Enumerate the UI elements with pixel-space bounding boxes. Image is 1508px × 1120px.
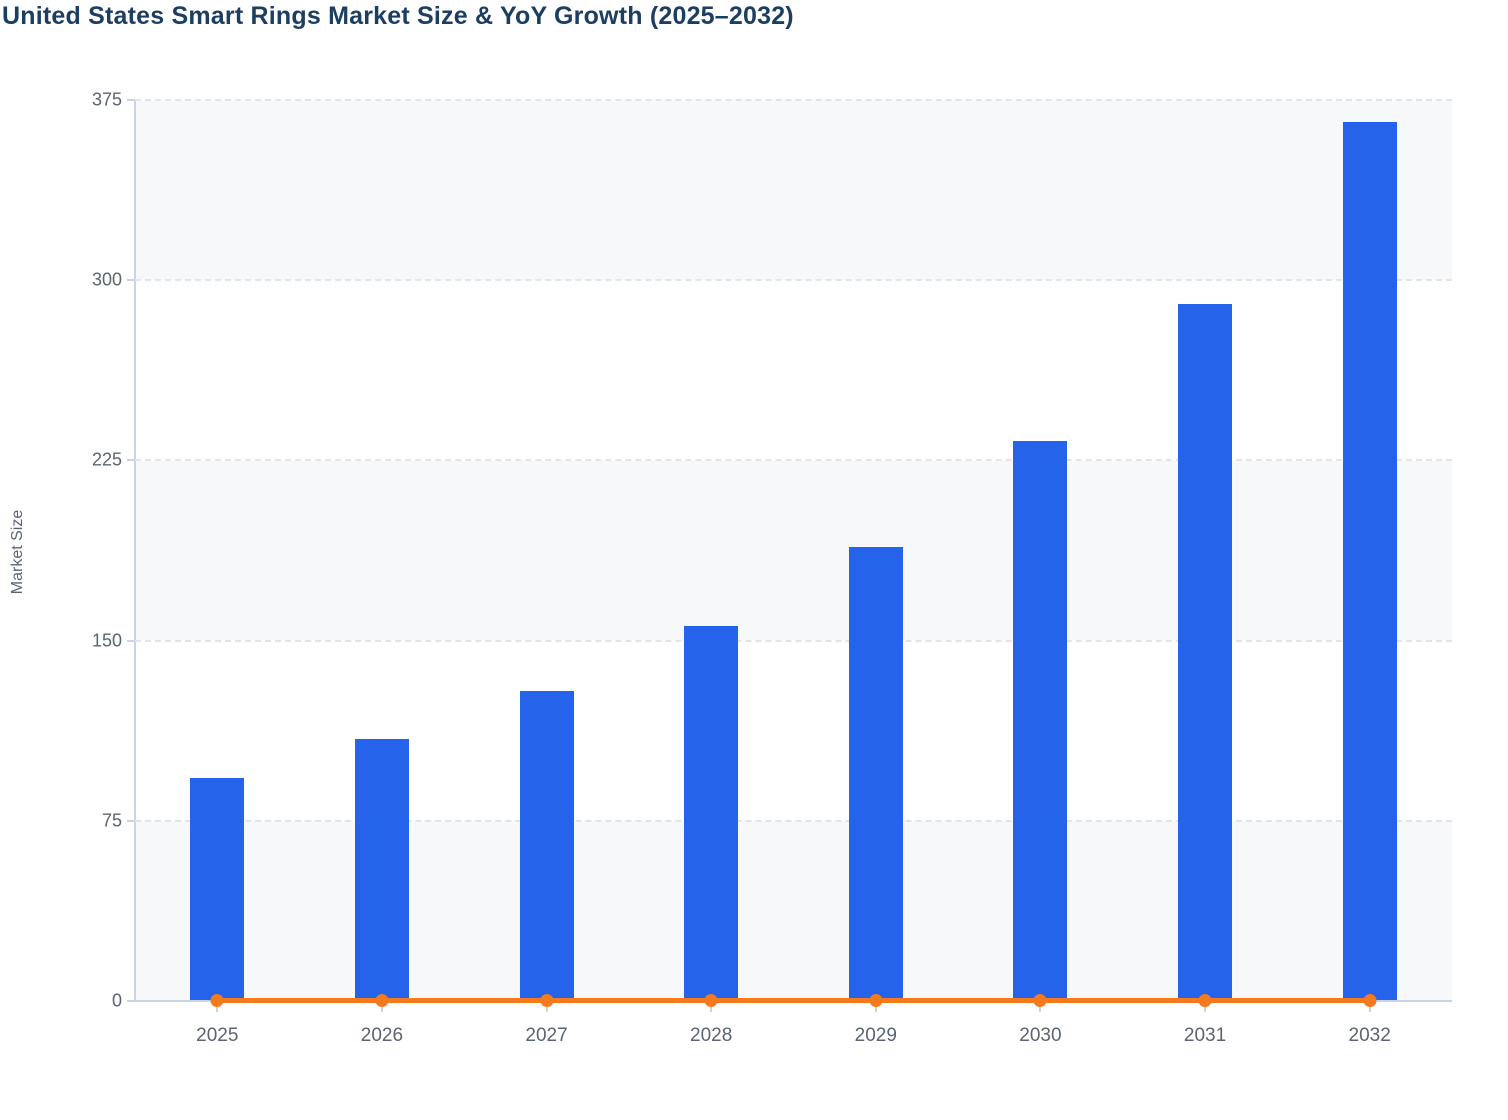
bar-2029: [848, 546, 903, 1001]
x-tick-label-2028: 2028: [690, 1025, 733, 1046]
y-tick-label-225: 225: [91, 449, 122, 470]
x-tick-label-2032: 2032: [1348, 1025, 1391, 1046]
y-tick-label-300: 300: [91, 269, 122, 290]
y-tick-mark-225: [127, 459, 135, 462]
yoy-growth-point-2031: [1198, 994, 1212, 1007]
gridline-150: [135, 639, 1452, 642]
x-tick-label-2031: 2031: [1183, 1025, 1227, 1046]
bar-2031: [1178, 304, 1233, 1001]
x-tick-label-2025: 2025: [196, 1025, 239, 1046]
chart-title: United States Smart Rings Market Size & …: [2, 2, 794, 30]
y-tick-label-375: 375: [91, 89, 122, 110]
y-tick-mark-75: [127, 819, 135, 822]
yoy-growth-point-2027: [540, 994, 554, 1007]
y-axis-title: Market Size: [9, 509, 26, 595]
x-tick-label-2030: 2030: [1019, 1025, 1062, 1046]
y-tick-mark-375: [127, 99, 135, 101]
bar-2025: [190, 777, 245, 1001]
y-tick-label-75: 75: [101, 810, 122, 831]
gridline-75: [135, 819, 1452, 822]
plot-background-bands: [135, 100, 1452, 1001]
gridline-225: [135, 459, 1452, 462]
yoy-growth-point-2030: [1033, 994, 1047, 1007]
y-axis-line: [134, 100, 136, 1001]
gridline-375: [135, 99, 1452, 101]
yoy-growth-point-2029: [869, 994, 883, 1007]
bar-2027: [519, 691, 574, 1001]
y-tick-mark-150: [127, 639, 135, 642]
yoy-growth-point-2028: [704, 994, 718, 1007]
yoy-growth-point-2032: [1363, 994, 1377, 1007]
y-tick-mark-300: [127, 279, 135, 282]
bar-2030: [1013, 441, 1068, 1001]
bar-2026: [354, 739, 409, 1001]
gridline-300: [135, 279, 1452, 282]
y-tick-label-150: 150: [91, 630, 122, 651]
bar-2028: [684, 626, 739, 1001]
plot-area: 0 75 150 225 300 375 2025 2026 2027 2028 2029 2030 2…: [92, 90, 1452, 1046]
yoy-growth-point-2025: [210, 994, 224, 1007]
y-tick-mark-0: [127, 1000, 135, 1002]
yoy-growth-line: [217, 998, 1370, 1003]
x-tick-label-2026: 2026: [360, 1025, 404, 1046]
x-tick-label-2029: 2029: [854, 1025, 897, 1046]
x-tick-label-2027: 2027: [525, 1025, 568, 1046]
y-tick-label-0: 0: [111, 990, 122, 1011]
yoy-growth-point-2026: [375, 994, 389, 1007]
bar-2032: [1342, 121, 1397, 1001]
